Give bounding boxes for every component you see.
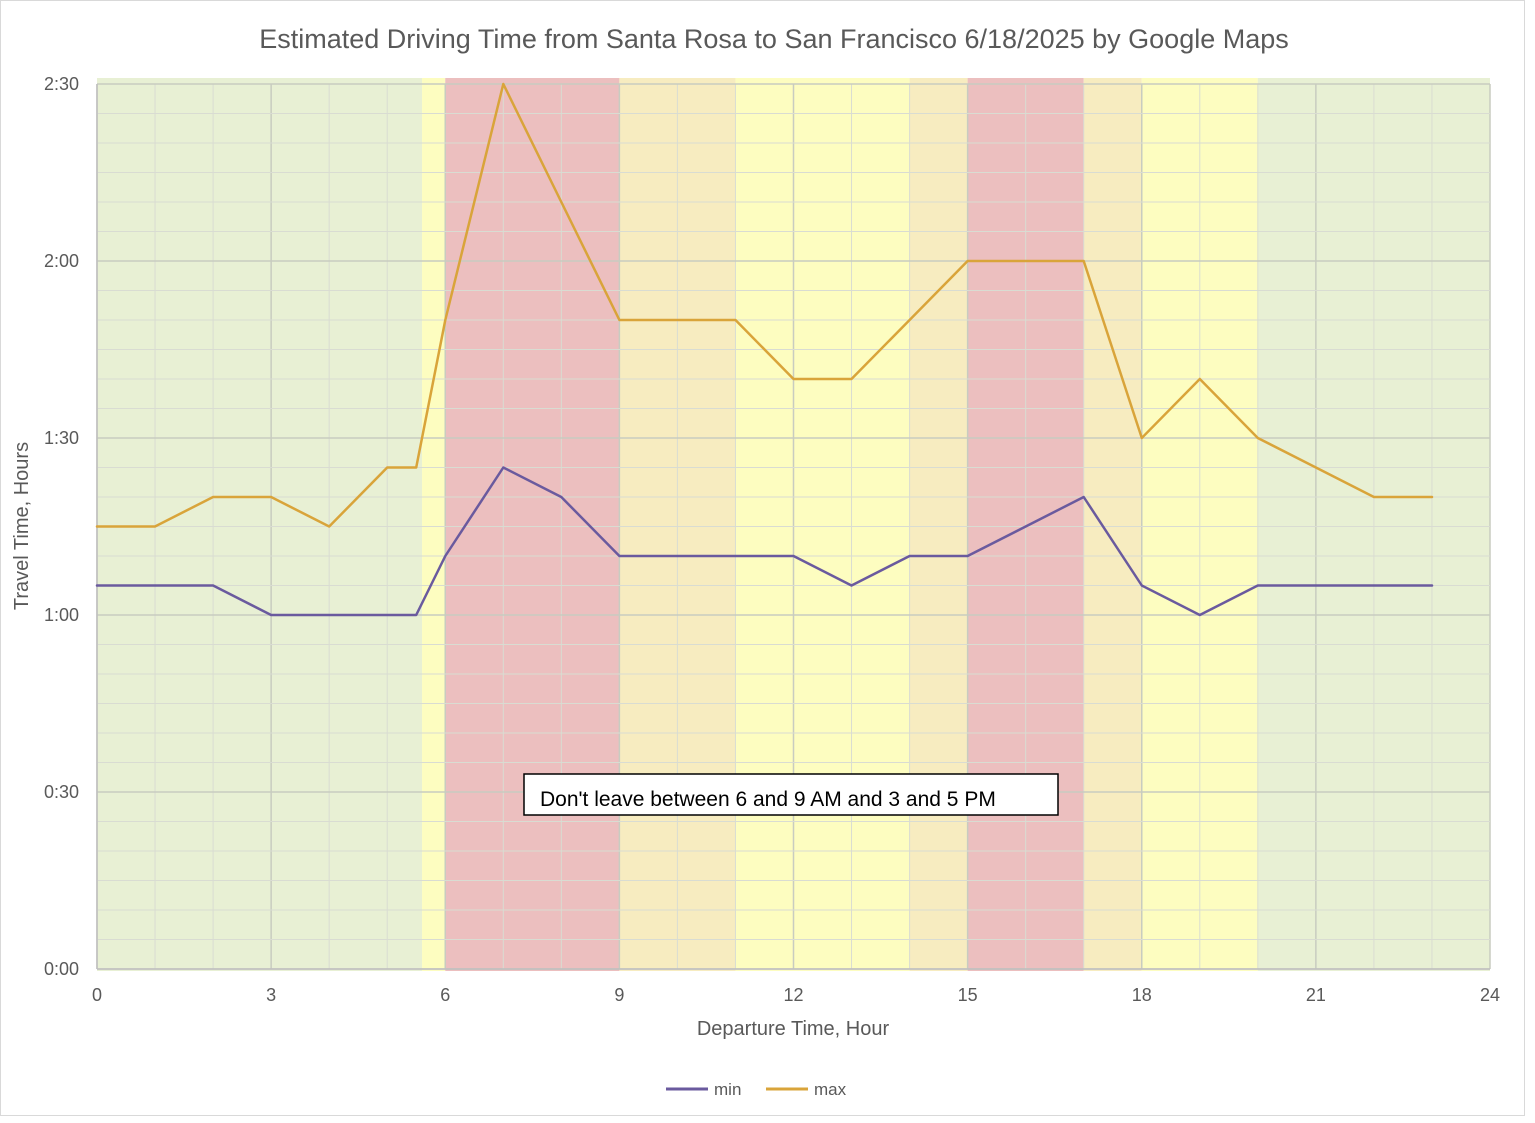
series-lines <box>95 82 1434 617</box>
band-5 <box>909 78 968 971</box>
annotation-text: Don't leave between 6 and 9 AM and 3 and… <box>540 788 996 811</box>
x-tick-label: 15 <box>958 985 978 1005</box>
series-line-max <box>95 82 1434 528</box>
x-tick-label: 21 <box>1306 985 1326 1005</box>
band-0 <box>97 78 423 971</box>
y-tick-label: 0:00 <box>44 959 79 979</box>
axes: 0 3 6 9 12 15 18 21 24 0:00 0:30 1:00 1:30 2:00 2:30 <box>44 74 1500 1005</box>
y-tick-label: 1:30 <box>44 428 79 448</box>
x-tick-label: 18 <box>1132 985 1152 1005</box>
y-tick-label: 2:00 <box>44 251 79 271</box>
x-tick-label: 9 <box>614 985 624 1005</box>
x-tick-label: 3 <box>266 985 276 1005</box>
annotation: Don't leave between 6 and 9 AM and 3 and… <box>523 773 1059 816</box>
legend: min max <box>666 1080 847 1099</box>
legend-label-max: max <box>814 1080 847 1099</box>
legend-label-min: min <box>714 1080 741 1099</box>
y-tick-label: 1:00 <box>44 605 79 625</box>
x-tick-label: 12 <box>783 985 803 1005</box>
band-4 <box>735 78 910 971</box>
band-2 <box>445 78 620 971</box>
y-tick-label: 2:30 <box>44 74 79 94</box>
x-tick-label: 24 <box>1480 985 1500 1005</box>
y-axis-label: Travel Time, Hours <box>11 442 33 610</box>
x-tick-label: 0 <box>92 985 102 1005</box>
band-7 <box>1083 78 1142 971</box>
annotation-box <box>523 773 1059 816</box>
x-axis-label: Departure Time, Hour <box>697 1018 890 1040</box>
x-tick-label: 6 <box>440 985 450 1005</box>
chart-title: Estimated Driving Time from Santa Rosa t… <box>259 24 1289 54</box>
band-1 <box>422 78 446 971</box>
y-tick-label: 0:30 <box>44 782 79 802</box>
series-line-min <box>95 466 1434 617</box>
